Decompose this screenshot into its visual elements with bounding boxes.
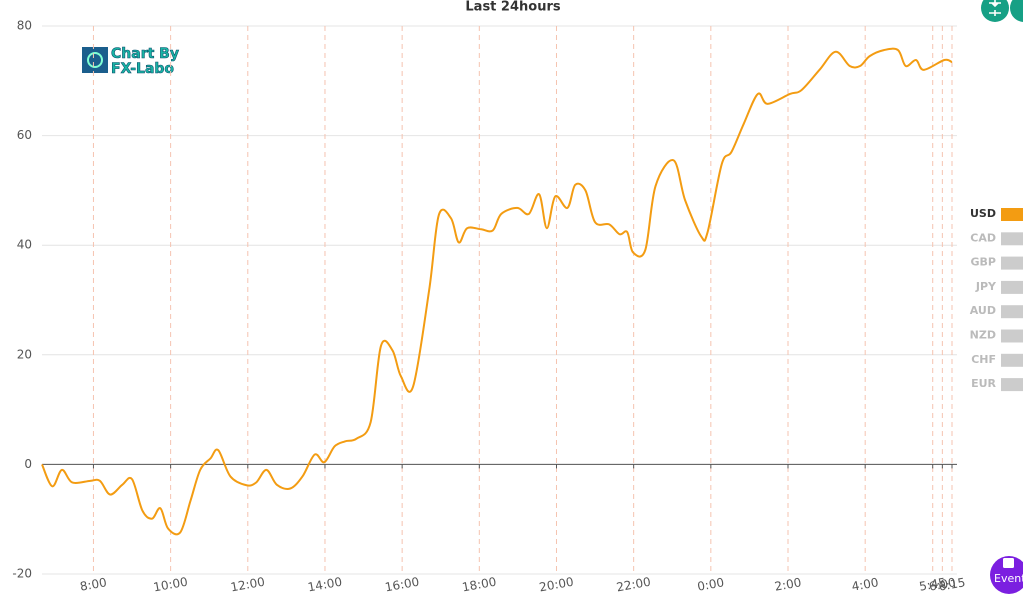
legend-swatch[interactable] xyxy=(1001,280,1023,294)
axes: -20 0 20 40 60 80 8:00 10:00 12:00 14:00 16:00 18:0… xyxy=(12,19,966,595)
legend-swatch[interactable] xyxy=(1001,256,1023,270)
x-tick-label: 6:15 xyxy=(937,575,966,593)
y-tick-label: 0 xyxy=(24,457,32,471)
event-circle[interactable] xyxy=(990,556,1023,594)
legend-swatch[interactable] xyxy=(1001,353,1023,367)
event-button[interactable]: Event xyxy=(990,556,1023,594)
x-tick-label: 6:00 xyxy=(928,575,957,593)
collapse-icon xyxy=(989,0,1001,16)
legend: USD CAD GBP JPY AUD NZD CHF EUR xyxy=(970,207,1023,392)
legend-label[interactable]: NZD xyxy=(970,329,996,342)
legend-swatch[interactable] xyxy=(1001,305,1023,319)
x-tick-label: 16:00 xyxy=(384,575,420,595)
x-tick-label: 20:00 xyxy=(538,575,574,595)
x-tick-label: 22:00 xyxy=(615,575,651,595)
legend-label[interactable]: AUD xyxy=(970,304,996,317)
toolbar xyxy=(981,0,1023,22)
logo: Chart By FX-Labo xyxy=(82,46,179,77)
legend-label[interactable]: JPY xyxy=(975,280,997,293)
x-tick-label: 10:00 xyxy=(152,575,188,595)
legend-label[interactable]: USD xyxy=(970,207,996,220)
grid xyxy=(42,25,957,575)
x-tick-label: 18:00 xyxy=(461,575,497,595)
legend-swatch[interactable] xyxy=(1001,378,1023,392)
logo-lens xyxy=(87,52,103,68)
x-tick-label: 0:00 xyxy=(696,575,725,593)
x-tick-label: 8:00 xyxy=(79,575,108,593)
x-tick-label: 2:00 xyxy=(773,575,802,593)
y-tick-label: 80 xyxy=(17,19,32,33)
y-tick-label: 20 xyxy=(17,347,32,361)
chart-title: Last 24hours xyxy=(465,0,560,15)
x-tick-label: 12:00 xyxy=(229,575,265,595)
series xyxy=(41,47,953,536)
event-label[interactable]: Event xyxy=(994,572,1023,585)
line xyxy=(41,47,953,536)
legend-label[interactable]: CAD xyxy=(970,231,996,244)
event-icon xyxy=(1003,558,1014,568)
plot: -20 0 20 40 60 80 8:00 10:00 12:00 14:00 16:00 18:0… xyxy=(12,19,1023,595)
legend-label[interactable]: EUR xyxy=(971,377,996,390)
legend-swatch[interactable] xyxy=(1001,208,1023,221)
x-tick-label: 14:00 xyxy=(307,575,343,595)
y-tick-label: 40 xyxy=(17,238,32,252)
logo-text: FX-Labo xyxy=(111,61,174,77)
logo-icon xyxy=(82,47,108,73)
y-tick-label: -20 xyxy=(12,567,32,581)
legend-swatch[interactable] xyxy=(1001,232,1023,246)
y-tick-label: 60 xyxy=(17,128,32,142)
logo-text: Chart By xyxy=(111,46,179,62)
legend-label[interactable]: GBP xyxy=(971,256,996,269)
x-tick-label: 5:45 xyxy=(918,575,947,593)
expand-button[interactable] xyxy=(1010,0,1023,22)
legend-label[interactable]: CHF xyxy=(971,353,996,366)
x-tick-label: 4:00 xyxy=(851,575,880,593)
legend-swatch[interactable] xyxy=(1001,329,1023,343)
